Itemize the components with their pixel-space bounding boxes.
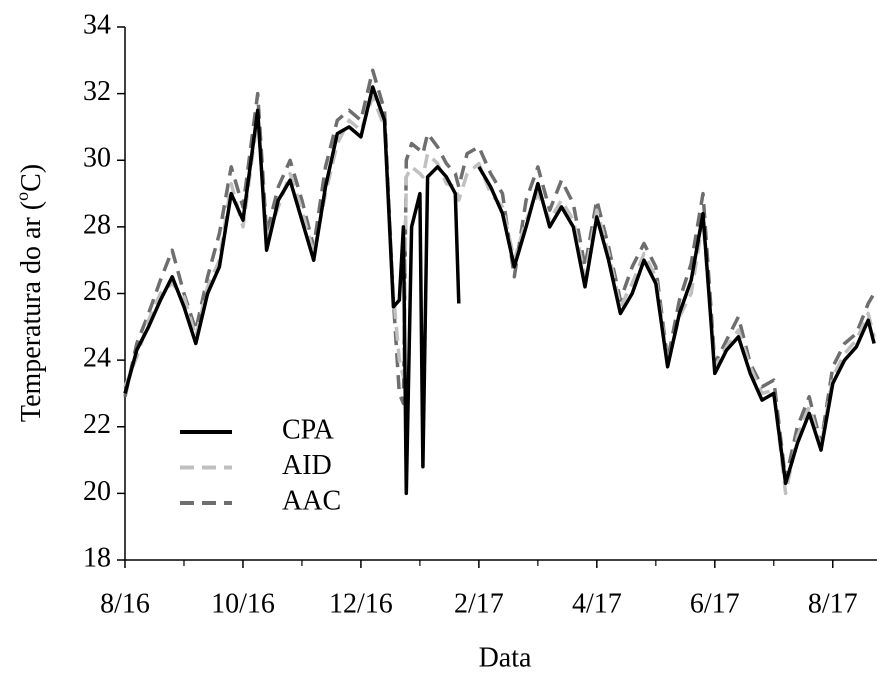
series-line (123, 85, 876, 496)
y-tick-label: 32 (83, 76, 111, 107)
y-tick-label: 34 (83, 9, 111, 40)
y-tick-label: 28 (83, 209, 111, 240)
y-tick-label: 26 (83, 276, 111, 307)
y-axis-label-part: Temperatura do ar ( (16, 201, 47, 422)
x-tick-label: 8/17 (808, 588, 858, 619)
x-tick-label: 4/17 (572, 588, 622, 619)
y-axis-label: Temperatura do ar (oC) (12, 164, 47, 422)
series-line (123, 68, 876, 482)
legend-label: AID (282, 450, 332, 481)
x-axis-label: Data (479, 642, 532, 673)
x-tick-label: 10/16 (211, 588, 275, 619)
x-tick-label: 8/16 (100, 588, 150, 619)
y-axis-label-part: C) (16, 164, 47, 192)
series-line (123, 95, 876, 496)
y-tick-label: 24 (83, 343, 111, 374)
y-tick-label: 30 (83, 143, 111, 174)
x-tick-label: 2/17 (454, 588, 504, 619)
legend-label: AAC (282, 485, 341, 516)
x-tick-label: 6/17 (690, 588, 740, 619)
y-tick-label: 18 (83, 542, 111, 573)
y-tick-label: 20 (83, 476, 111, 507)
x-tick-label: 12/16 (329, 588, 393, 619)
legend-label: CPA (282, 414, 335, 445)
y-tick-label: 22 (83, 409, 111, 440)
y-axis-label-sup: o (12, 192, 32, 201)
